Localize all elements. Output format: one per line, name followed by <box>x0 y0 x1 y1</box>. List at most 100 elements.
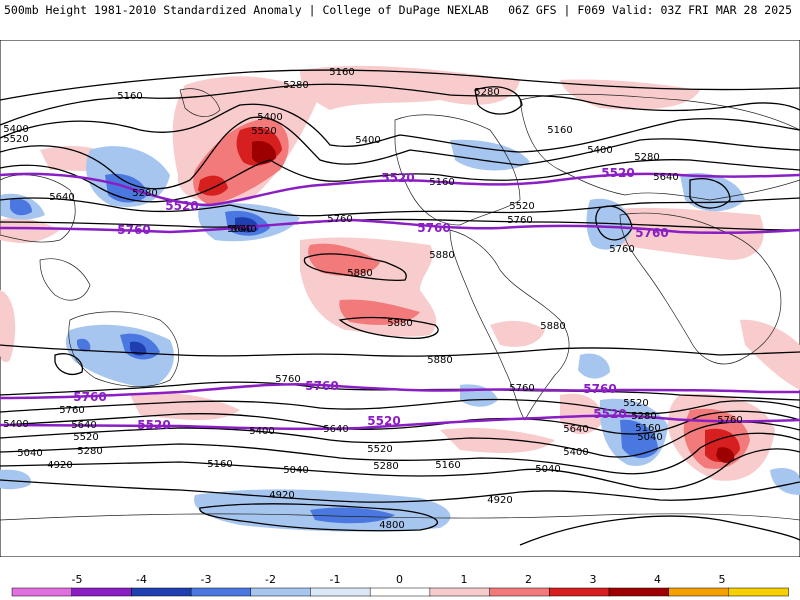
coastline <box>0 513 800 521</box>
anomaly-shading <box>0 65 800 532</box>
colorbar-bin <box>71 587 133 597</box>
positive-anomaly-area <box>130 393 240 420</box>
negative-anomaly-area <box>620 419 658 459</box>
negative-anomaly-area <box>130 341 147 356</box>
contour-label: 5160 <box>207 459 232 470</box>
contour-label: 5520 <box>623 398 648 409</box>
key-contours <box>0 172 800 431</box>
contour-label: 5160 <box>429 177 454 188</box>
colorbar-tick-label: 4 <box>654 573 661 586</box>
contour-label: 5040 <box>283 465 308 476</box>
colorbar-bins <box>11 587 789 597</box>
contour-label: 5040 <box>535 464 560 475</box>
map-title: 500mb Height 1981-2010 Standardized Anom… <box>4 3 489 17</box>
contour-label: 5640 <box>653 172 678 183</box>
contour-label: 5880 <box>347 268 372 279</box>
contour-label-key: 5520 <box>593 407 626 421</box>
height-contour-5760 <box>0 382 800 400</box>
height-contour-5760 <box>0 218 800 235</box>
positive-anomaly-area <box>600 207 764 260</box>
negative-anomaly-area <box>0 469 31 490</box>
positive-anomaly-area <box>740 319 800 390</box>
negative-anomaly-area <box>310 507 395 524</box>
colorbar-bin <box>190 587 252 597</box>
contour-label: 5400 <box>257 112 282 123</box>
colorbar-bin <box>608 587 670 597</box>
contour-label-key: 5760 <box>73 390 106 404</box>
contour-label: 5400 <box>249 426 274 437</box>
coastlines <box>0 88 800 521</box>
negative-anomaly-area <box>77 338 91 352</box>
colorbar-tick-label: 2 <box>525 573 532 586</box>
contour-label: 5280 <box>634 152 659 163</box>
colorbar-bin <box>250 587 312 597</box>
contour-label: 5760 <box>717 415 742 426</box>
coastline <box>394 114 521 226</box>
coastline <box>68 311 179 387</box>
contour-label: 5760 <box>509 383 534 394</box>
contour-label: 5640 <box>231 224 256 235</box>
colorbar-tick-label: -5 <box>72 573 83 586</box>
contour-label-key: 5760 <box>117 223 150 237</box>
height-contour <box>595 205 633 241</box>
height-contour <box>54 353 83 376</box>
height-contour <box>0 116 800 190</box>
contour-label: 5040 <box>17 448 42 459</box>
contour-label: 5160 <box>635 423 660 434</box>
contour-label: 4920 <box>47 460 72 471</box>
positive-anomaly-area <box>440 428 555 453</box>
contour-label: 5640 <box>71 420 96 431</box>
negative-anomaly-area <box>770 468 800 495</box>
contour-label: 5400 <box>3 124 28 135</box>
contour-label-key: 5520 <box>137 418 170 432</box>
contour-label: 5520 <box>367 444 392 455</box>
colorbar-bin <box>429 587 491 597</box>
colorbar-tick-label: 0 <box>396 573 403 586</box>
contour-label: 5040 <box>637 432 662 443</box>
contour-label: 5880 <box>387 318 412 329</box>
key-contour-labels: 5520 5520 5520 5760 5760 5760 5760 5760 … <box>73 166 668 432</box>
contour-label-key: 5760 <box>417 221 450 235</box>
contour-label: 5280 <box>283 80 308 91</box>
contour-label: 5640 <box>323 424 348 435</box>
colorbar-tick-label: 5 <box>719 573 726 586</box>
colorbar-tick-labels: -5 -4 -3 -2 -1 0 1 2 3 4 5 <box>72 573 726 586</box>
coastline <box>619 212 782 365</box>
colorbar-bin <box>369 587 431 597</box>
contour-label: 5280 <box>631 411 656 422</box>
negative-anomaly-area <box>578 353 610 379</box>
contour-label: 5880 <box>429 250 454 261</box>
contour-label: 5400 <box>3 419 28 430</box>
colorbar-bin <box>668 587 730 597</box>
colorbar-bin <box>11 587 73 597</box>
contour-label: 5280 <box>373 461 398 472</box>
contour-label: 5280 <box>132 188 157 199</box>
colorbar-tick-label: -2 <box>265 573 276 586</box>
contour-label: 5760 <box>327 214 352 225</box>
contour-label-key: 5520 <box>381 171 414 185</box>
contour-label: 5520 <box>73 432 98 443</box>
colorbar-bin <box>489 587 550 597</box>
coastline <box>179 88 221 117</box>
contour-label: 5280 <box>77 446 102 457</box>
contour-label: 5520 <box>509 201 534 212</box>
height-contour <box>0 344 800 357</box>
contour-label: 4800 <box>379 520 404 531</box>
height-contour <box>0 398 800 415</box>
model-run-info: 06Z GFS | F069 Valid: 03Z FRI MAR 28 202… <box>508 3 792 17</box>
coastline <box>449 229 570 421</box>
colorbar-tick-label: -4 <box>136 573 147 586</box>
contour-label-key: 5520 <box>367 414 400 428</box>
contour-label: 5640 <box>49 192 74 203</box>
colorbar-bin <box>728 587 789 597</box>
colorbar-bin <box>548 587 610 597</box>
contour-label: 5520 <box>3 134 28 145</box>
positive-anomaly-area <box>716 447 735 463</box>
contour-label: 5160 <box>547 125 572 136</box>
contour-label: 5640 <box>563 424 588 435</box>
coastline <box>519 93 800 201</box>
contour-label: 5640 <box>227 224 252 235</box>
colorbar-bin <box>131 587 192 597</box>
colorbar-tick-label: -3 <box>201 573 212 586</box>
height-contour <box>0 197 800 217</box>
